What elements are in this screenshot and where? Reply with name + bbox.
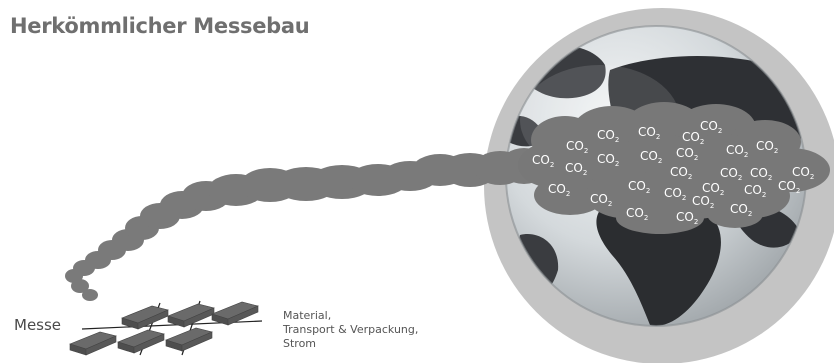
co2-label: CO2 xyxy=(676,146,698,162)
crate xyxy=(165,327,213,352)
co2-label: CO2 xyxy=(532,153,554,169)
co2-label: CO2 xyxy=(638,125,660,141)
co2-label: CO2 xyxy=(702,181,724,197)
smoke-trail xyxy=(65,148,548,301)
co2-label: CO2 xyxy=(682,130,704,146)
co2-label: CO2 xyxy=(566,139,588,155)
messe-label: Messe xyxy=(14,316,62,334)
co2-label: CO2 xyxy=(548,182,570,198)
co2-label: CO2 xyxy=(700,119,722,135)
co2-label: CO2 xyxy=(744,183,766,199)
crate xyxy=(121,305,169,330)
co2-label: CO2 xyxy=(597,128,619,144)
co2-cloud xyxy=(518,102,830,234)
crate xyxy=(211,301,259,326)
co2-label: CO2 xyxy=(628,179,650,195)
co2-label: CO2 xyxy=(626,206,648,222)
co2-label: CO2 xyxy=(597,152,619,168)
co2-label: CO2 xyxy=(664,186,686,202)
co2-label: CO2 xyxy=(640,149,662,165)
co2-label: CO2 xyxy=(756,139,778,155)
caption-line: Material, xyxy=(283,309,332,322)
co2-label: CO2 xyxy=(676,210,698,226)
co2-label: CO2 xyxy=(778,179,800,195)
co2-label: CO2 xyxy=(792,165,814,181)
co2-label: CO2 xyxy=(670,165,692,181)
caption-line: Transport & Verpackung, xyxy=(283,323,419,336)
co2-label: CO2 xyxy=(730,202,752,218)
messe-crates xyxy=(69,300,263,356)
page-title: Herkömmlicher Messebau xyxy=(10,14,310,38)
caption-line: Strom xyxy=(283,337,317,350)
crate xyxy=(167,303,215,328)
crate xyxy=(117,329,165,354)
co2-labels: CO2 CO2 CO2 CO2 CO2 CO2 CO2 CO2 CO2 CO2 … xyxy=(532,119,814,226)
co2-label: CO2 xyxy=(590,192,612,208)
co2-label: CO2 xyxy=(692,194,714,210)
co2-label: CO2 xyxy=(565,161,587,177)
emission-sources-caption: Material, Transport & Verpackung, Strom xyxy=(283,309,418,351)
co2-label: CO2 xyxy=(726,143,748,159)
co2-label: CO2 xyxy=(750,166,772,182)
crate xyxy=(69,331,117,356)
co2-label: CO2 xyxy=(720,166,742,182)
